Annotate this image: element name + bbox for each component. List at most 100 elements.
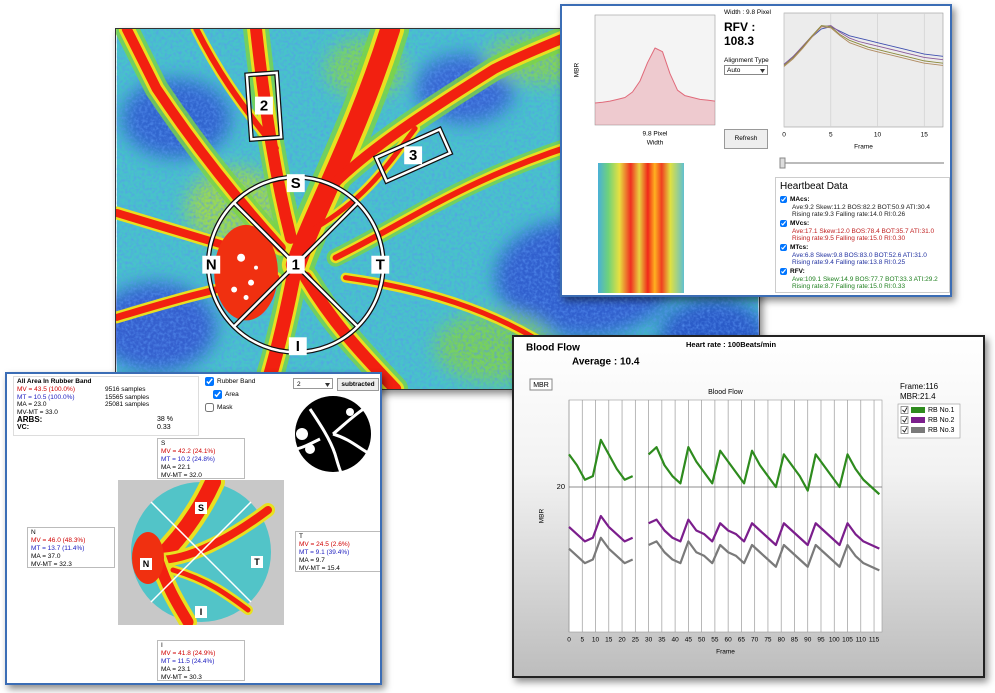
entry-header: RFV: bbox=[780, 268, 938, 276]
series-line bbox=[783, 25, 944, 66]
sample-count: 15565 samples bbox=[105, 393, 150, 401]
frame-slider[interactable] bbox=[778, 156, 948, 170]
blood-flow-chart: Blood Flow Average : 10.4 Heart rate : 1… bbox=[526, 340, 961, 656]
summary-value: MA = 23.0 bbox=[17, 401, 47, 408]
label-box bbox=[286, 255, 305, 274]
sample-count: 25081 samples bbox=[105, 401, 150, 408]
dropdown-arrow bbox=[325, 383, 330, 387]
summary-stat: ARBS: 38 % bbox=[17, 416, 195, 424]
x-tick-label: 15 bbox=[605, 637, 613, 644]
label-box bbox=[286, 174, 305, 193]
legend-label: RB No.3 bbox=[928, 427, 955, 434]
entry-checkbox[interactable] bbox=[780, 268, 787, 275]
area-label: Area bbox=[225, 391, 239, 399]
entry-checkbox[interactable] bbox=[780, 196, 787, 203]
label-box bbox=[288, 337, 307, 356]
dropdown-arrow bbox=[760, 69, 765, 73]
sector-label-box bbox=[140, 558, 152, 570]
summary-row: MT = 10.5 (100.0%) 15565 samples bbox=[17, 394, 195, 402]
legend-swatch bbox=[911, 407, 925, 413]
summary-title: All Area In Rubber Band bbox=[17, 378, 92, 385]
sector-line: MV-MT = 32.0 bbox=[161, 472, 202, 479]
sector-image: S N T I bbox=[118, 480, 284, 625]
profile-window: 9.8 Pixel Width MBR Width : 9.8 Pixel RFV … bbox=[560, 4, 952, 297]
rubber-band-option[interactable]: Rubber Band bbox=[205, 377, 255, 386]
readout: Frame:116 bbox=[900, 382, 939, 391]
sector-line: MA = 37.0 bbox=[31, 553, 61, 560]
sector-line: MV = 24.5 (2.6%) bbox=[299, 541, 350, 548]
heart-rate: Heart rate : 100Beats/min bbox=[686, 340, 776, 349]
legend-checkbox[interactable] bbox=[900, 406, 909, 414]
width-text: Width : 9.8 Pixel bbox=[724, 9, 771, 16]
refresh-button[interactable]: Refresh bbox=[724, 129, 768, 149]
region-label: S bbox=[291, 176, 301, 192]
x-tick-label: 15 bbox=[921, 132, 929, 139]
legend-label: RB No.2 bbox=[928, 417, 955, 424]
series-line bbox=[568, 514, 880, 550]
plot-area bbox=[783, 12, 944, 128]
summary-value: MT = 10.5 (100.0%) bbox=[17, 393, 75, 401]
rubber-band-checkbox[interactable] bbox=[205, 377, 214, 386]
legend-check bbox=[902, 407, 908, 413]
profile-chart: 9.8 Pixel Width MBR bbox=[574, 14, 716, 147]
sector-line: MT = 13.7 (11.4%) bbox=[31, 545, 85, 552]
x-tick-label: 0 bbox=[567, 637, 571, 644]
x-tick-label: 20 bbox=[618, 637, 626, 644]
entry-line: Ave:17.1 Skew:12.0 BOS:78.4 BOT:35.7 ATI… bbox=[792, 227, 935, 235]
sector-line: MV-MT = 15.4 bbox=[299, 565, 340, 572]
mask-option[interactable]: Mask bbox=[205, 403, 233, 412]
x-tick-label: 40 bbox=[671, 637, 679, 644]
x-tick-label: 100 bbox=[829, 637, 840, 644]
entry-line: Rising rate:9.5 Falling rate:15.0 RI:0.3… bbox=[792, 235, 906, 243]
x-tick-label: 0 bbox=[782, 132, 786, 139]
label-box bbox=[202, 255, 221, 274]
heartbeat-panel: Heartbeat Data MAcs: Ave:9.2 Skew:11.2 BO… bbox=[775, 177, 950, 293]
label-box bbox=[371, 255, 390, 274]
alignment-select[interactable]: Auto bbox=[724, 65, 768, 75]
x-tick-label: 90 bbox=[804, 637, 812, 644]
x-tick-label: 30 bbox=[645, 637, 653, 644]
label-box bbox=[404, 146, 423, 165]
x-tick-label: 85 bbox=[791, 637, 799, 644]
mask-checkbox[interactable] bbox=[205, 403, 214, 412]
entry-header: MVcs: bbox=[780, 220, 934, 228]
x-axis-label: Frame bbox=[854, 144, 873, 149]
mask-label: Mask bbox=[217, 404, 233, 412]
x-axis-label: Width bbox=[647, 140, 664, 147]
sector-label: T bbox=[254, 557, 260, 567]
summary-value: MV = 43.5 (100.0%) bbox=[17, 386, 75, 393]
x-tick-label: 5 bbox=[829, 132, 833, 139]
x-tick-label: 25 bbox=[632, 637, 640, 644]
blood-flow-window: Blood Flow Average : 10.4 Heart rate : 1… bbox=[512, 335, 985, 678]
legend-label: RB No.1 bbox=[928, 407, 955, 414]
sector-box: T MV = 24.5 (2.6%) MT = 9.1 (39.4%) MA = 9.… bbox=[295, 531, 380, 572]
x-tick-label: 115 bbox=[869, 637, 880, 644]
x-tick-label: 80 bbox=[778, 637, 786, 644]
y-axis-label: MBR bbox=[574, 62, 581, 77]
sector-name: T bbox=[299, 533, 303, 540]
legend-checkbox[interactable] bbox=[900, 426, 909, 434]
unit-box-label: MBR bbox=[533, 382, 549, 389]
sector-line: MV = 42.2 (24.1%) bbox=[161, 448, 216, 455]
binary-mask bbox=[294, 396, 371, 474]
summary-row: MV = 43.5 (100.0%) 9516 samples bbox=[17, 386, 195, 394]
sector-box: S MV = 42.2 (24.1%) MT = 10.2 (24.8%) MA = … bbox=[157, 438, 245, 479]
subtracted-button[interactable]: subtracted bbox=[337, 378, 379, 391]
area-option[interactable]: Area bbox=[213, 390, 239, 399]
profile-line bbox=[594, 47, 716, 104]
legend-checkbox[interactable] bbox=[900, 416, 909, 424]
heartbeat-title: Heartbeat Data bbox=[780, 181, 848, 192]
sector-select[interactable]: 2 bbox=[293, 378, 333, 389]
label-box bbox=[255, 96, 273, 115]
entry-checkbox[interactable] bbox=[780, 220, 787, 227]
rubber-band-label: Rubber Band bbox=[217, 378, 256, 386]
average-text: Average : 10.4 bbox=[572, 357, 640, 368]
sector-line: MV-MT = 32.3 bbox=[31, 561, 72, 568]
entry-checkbox[interactable] bbox=[780, 244, 787, 251]
area-checkbox[interactable] bbox=[213, 390, 222, 399]
sector-line: MV-MT = 30.3 bbox=[161, 674, 202, 681]
sector-name: N bbox=[31, 529, 36, 536]
sector-line: MV = 46.0 (48.3%) bbox=[31, 537, 86, 544]
entry-header: MTcs: bbox=[780, 244, 927, 252]
stat-value: 0.33 bbox=[157, 424, 171, 431]
